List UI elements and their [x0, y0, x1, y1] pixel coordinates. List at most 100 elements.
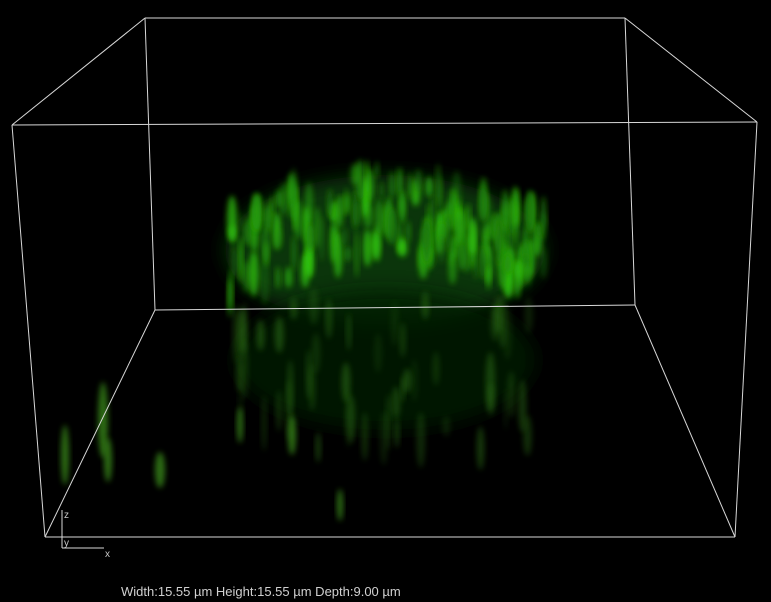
fluor-blob — [505, 254, 511, 275]
fluor-blob — [374, 333, 382, 373]
fluor-blob — [347, 313, 352, 350]
fluor-blob — [239, 237, 243, 283]
fluor-blob — [524, 297, 533, 332]
fluor-blob — [380, 411, 388, 465]
fluor-blob — [294, 199, 302, 239]
fluor-blob — [275, 229, 282, 248]
fluor-blob — [487, 383, 495, 416]
fluor-blob — [414, 170, 422, 193]
fluor-blob — [353, 201, 362, 226]
fluor-blob — [316, 432, 321, 462]
fluor-blob — [344, 246, 351, 262]
fluor-blob — [257, 320, 265, 351]
axis-label: x — [105, 549, 110, 560]
fluor-blob — [307, 223, 314, 252]
fluor-blob — [420, 227, 429, 248]
fluor-blob — [433, 352, 440, 386]
fluor-blob — [276, 189, 282, 208]
fluor-blob — [525, 190, 534, 233]
fluor-blob — [392, 386, 401, 419]
fluor-blob — [499, 294, 506, 348]
fluor-blob — [448, 190, 454, 218]
fluor-blob — [365, 160, 369, 205]
fluor-blob — [305, 182, 313, 224]
fluor-blob — [338, 196, 346, 216]
fluor-blob — [507, 371, 515, 418]
fluor-blob — [405, 221, 410, 244]
fluor-blob — [287, 360, 293, 416]
fluor-blob — [479, 245, 486, 279]
fluor-blob — [411, 359, 418, 402]
axis-label: y — [64, 538, 69, 549]
render-scene: z y x Width:15.55 µm Height:15.55 µm Dep… — [0, 0, 771, 602]
fluor-blob — [379, 181, 383, 200]
fluor-blob — [403, 369, 411, 393]
fluor-blob — [344, 188, 348, 217]
fluor-blob — [252, 193, 262, 230]
fluor-blob — [479, 186, 487, 223]
fluor-blob — [524, 265, 532, 283]
fluor-blob — [502, 189, 508, 230]
fluor-blob — [492, 213, 497, 237]
fluor-blob — [442, 416, 450, 437]
fluor-blob — [301, 254, 309, 288]
fluor-blob — [61, 425, 69, 485]
fluor-blob — [237, 407, 243, 443]
fluor-blob — [375, 162, 380, 180]
fluor-blob — [337, 489, 343, 521]
fluor-blob — [486, 265, 490, 290]
fluor-blob — [327, 188, 333, 218]
fluor-blob — [312, 333, 321, 374]
fluor-blob — [291, 235, 296, 272]
fluor-blob — [540, 247, 547, 279]
fluor-blob — [477, 426, 485, 470]
fluor-blob — [468, 217, 477, 254]
fluor-blob — [261, 226, 269, 263]
fluor-blob — [341, 228, 347, 247]
fluor-blob — [436, 163, 441, 206]
fluor-blob — [504, 389, 508, 430]
fluor-blob — [389, 171, 395, 199]
fluor-blob — [104, 438, 112, 482]
dimensions-label: Width:15.55 µm Height:15.55 µm Depth:9.0… — [121, 584, 401, 599]
fluor-blob — [430, 193, 435, 233]
fluor-blob — [361, 412, 368, 461]
fluor-blob — [400, 323, 406, 358]
fluor-blob — [228, 270, 232, 311]
fluor-blob — [422, 291, 429, 319]
fluor-blob — [514, 261, 520, 299]
fluor-blob — [514, 202, 518, 247]
fluor-blob — [388, 208, 398, 246]
fluor-blob — [276, 266, 281, 289]
fluor-blob — [155, 452, 165, 488]
fluor-blob — [408, 172, 413, 199]
fluor-blob — [437, 235, 445, 264]
fluor-blob — [275, 317, 284, 353]
fluor-blob — [309, 288, 318, 325]
fluor-blob — [261, 260, 269, 305]
fluor-blob — [455, 209, 463, 244]
fluor-blob — [227, 196, 237, 240]
fluor-blob — [350, 164, 359, 186]
fluor-blob — [334, 232, 342, 279]
fluor-blob — [458, 243, 467, 271]
fluor-blob — [306, 350, 311, 400]
fluor-blob — [490, 305, 500, 341]
fluor-blob — [231, 247, 238, 279]
fluor-blob — [262, 395, 267, 451]
fluor-blob — [326, 299, 332, 339]
fluor-blob — [242, 224, 251, 244]
fluor-blob — [242, 341, 249, 400]
fluor-blob — [394, 418, 399, 447]
volume-viewer: z y x Width:15.55 µm Height:15.55 µm Dep… — [0, 0, 771, 602]
fluor-blob — [363, 201, 373, 228]
fluor-blob — [416, 412, 425, 467]
fluor-blob — [276, 390, 282, 431]
fluor-blob — [318, 216, 325, 262]
fluor-blob — [375, 199, 383, 236]
fluor-blob — [285, 267, 292, 288]
fluor-blob — [536, 222, 541, 239]
fluor-blob — [397, 167, 402, 196]
fluor-blob — [398, 239, 408, 257]
fluor-blob — [363, 229, 372, 266]
